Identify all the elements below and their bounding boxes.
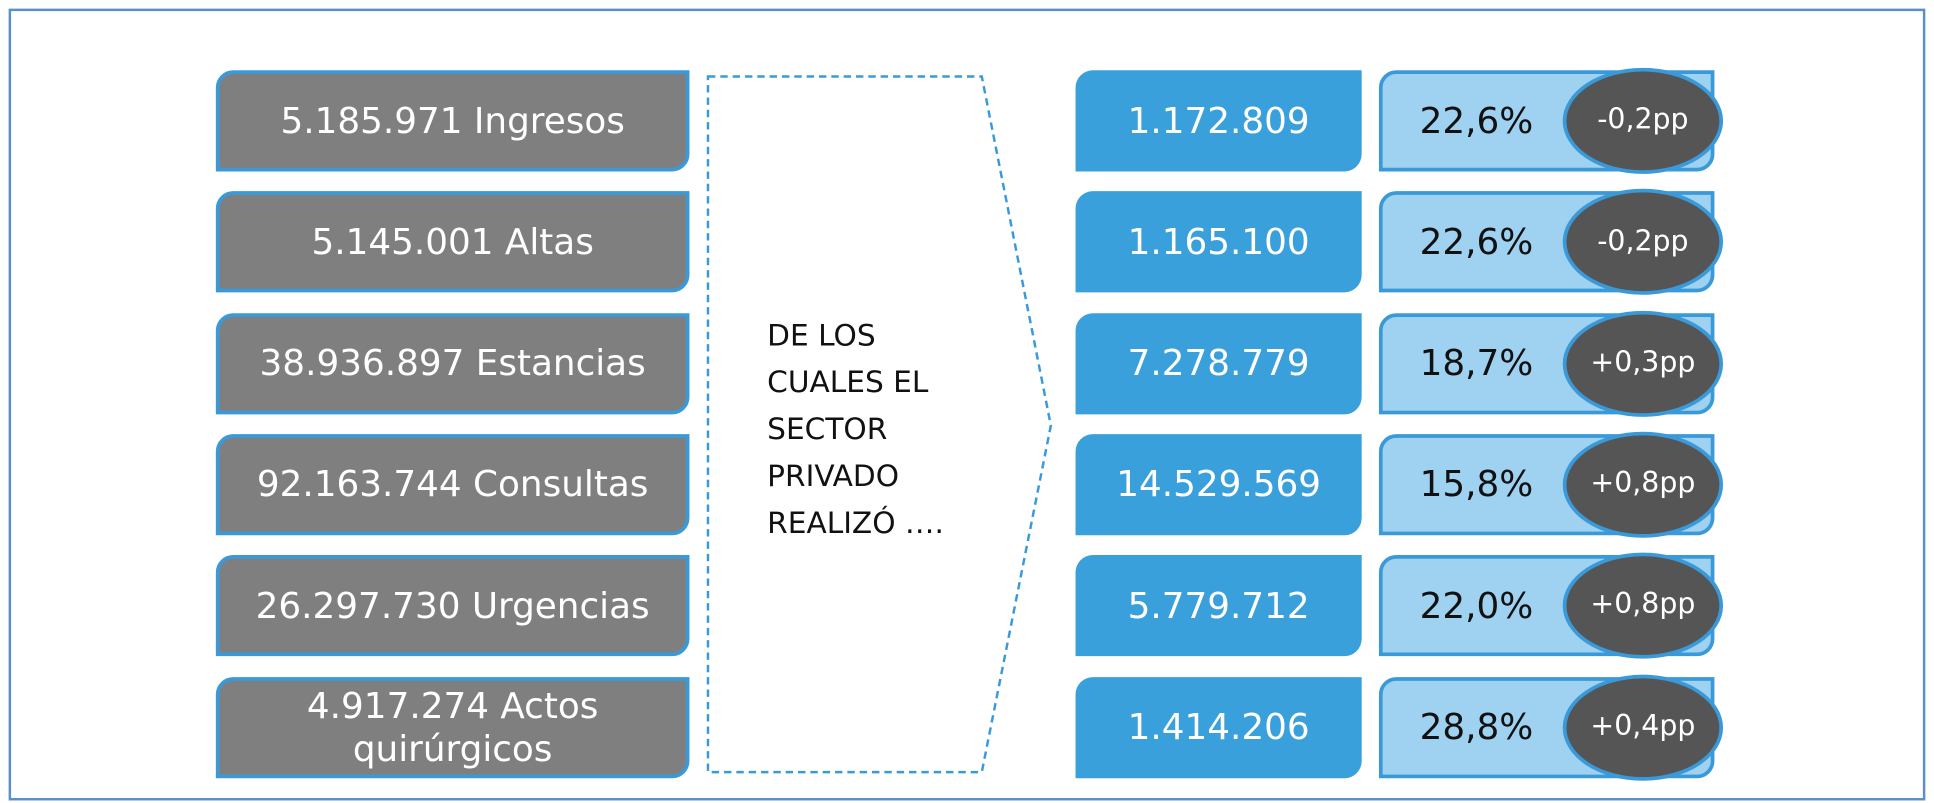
total-label: 5.145.001 Altas [215,191,690,293]
share-change: +0,8pp [1562,552,1724,659]
private-value: 1.165.100 [1075,191,1362,293]
share-change: -0,2pp [1562,67,1724,174]
total-label: 26.297.730 Urgencias [215,555,690,657]
total-label: 5.185.971 Ingresos [215,70,690,172]
share-change: +0,3pp [1562,310,1724,417]
share-change: -0,2pp [1562,189,1724,296]
frame [8,8,1926,801]
private-value: 5.779.712 [1075,555,1362,657]
middle-text: DE LOS CUALES EL SECTOR PRIVADO REALIZÓ … [767,318,944,541]
private-value: 1.172.809 [1075,70,1362,172]
private-value: 1.414.206 [1075,676,1362,778]
share-change: +0,8pp [1562,431,1724,538]
total-label: 4.917.274 Actos quirúrgicos [215,676,690,778]
share-change: +0,4pp [1562,674,1724,781]
private-value: 7.278.779 [1075,312,1362,414]
total-label: 92.163.744 Consultas [215,434,690,536]
chevron [706,75,1053,774]
private-value: 14.529.569 [1075,434,1362,536]
total-label: 38.936.897 Estancias [215,312,690,414]
